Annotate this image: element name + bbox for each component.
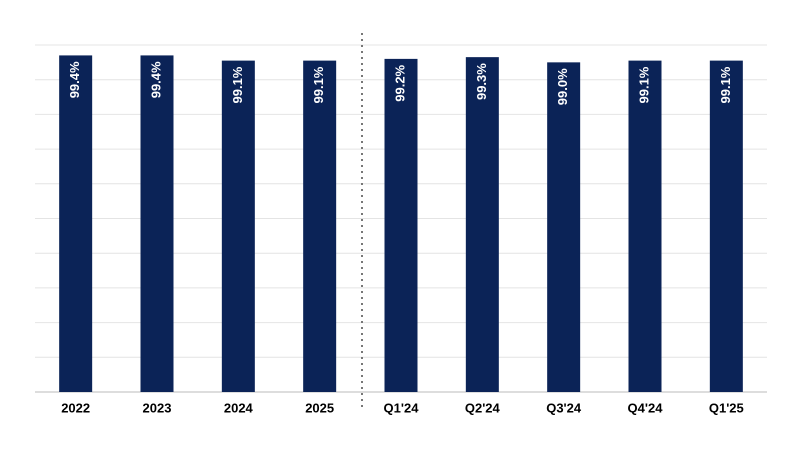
value-label: 99.0%	[555, 68, 570, 105]
x-tick-label: 2022	[61, 400, 90, 415]
bar	[303, 60, 337, 393]
x-tick-label: 2025	[305, 400, 334, 415]
x-tick-label: 2024	[224, 400, 254, 415]
bar	[465, 57, 499, 393]
value-label: 99.3%	[474, 63, 489, 100]
x-tick-label: Q1'24	[384, 400, 420, 415]
x-tick-label: Q2'24	[465, 400, 501, 415]
value-label: 99.4%	[67, 61, 82, 98]
bar	[709, 60, 743, 393]
x-tick-label: 2023	[143, 400, 172, 415]
value-label: 99.2%	[392, 64, 407, 101]
value-label: 99.1%	[311, 66, 326, 103]
value-label: 99.1%	[636, 66, 651, 103]
value-label: 99.4%	[148, 61, 163, 98]
x-tick-label: Q4'24	[628, 400, 664, 415]
value-label: 99.1%	[718, 66, 733, 103]
x-tick-label: Q1'25	[709, 400, 744, 415]
bar	[628, 60, 662, 393]
value-label: 99.1%	[230, 66, 245, 103]
bar	[140, 55, 174, 392]
bar	[221, 60, 255, 393]
bar	[59, 55, 93, 392]
bar	[547, 62, 581, 392]
x-tick-label: Q3'24	[546, 400, 582, 415]
bar	[384, 58, 418, 392]
